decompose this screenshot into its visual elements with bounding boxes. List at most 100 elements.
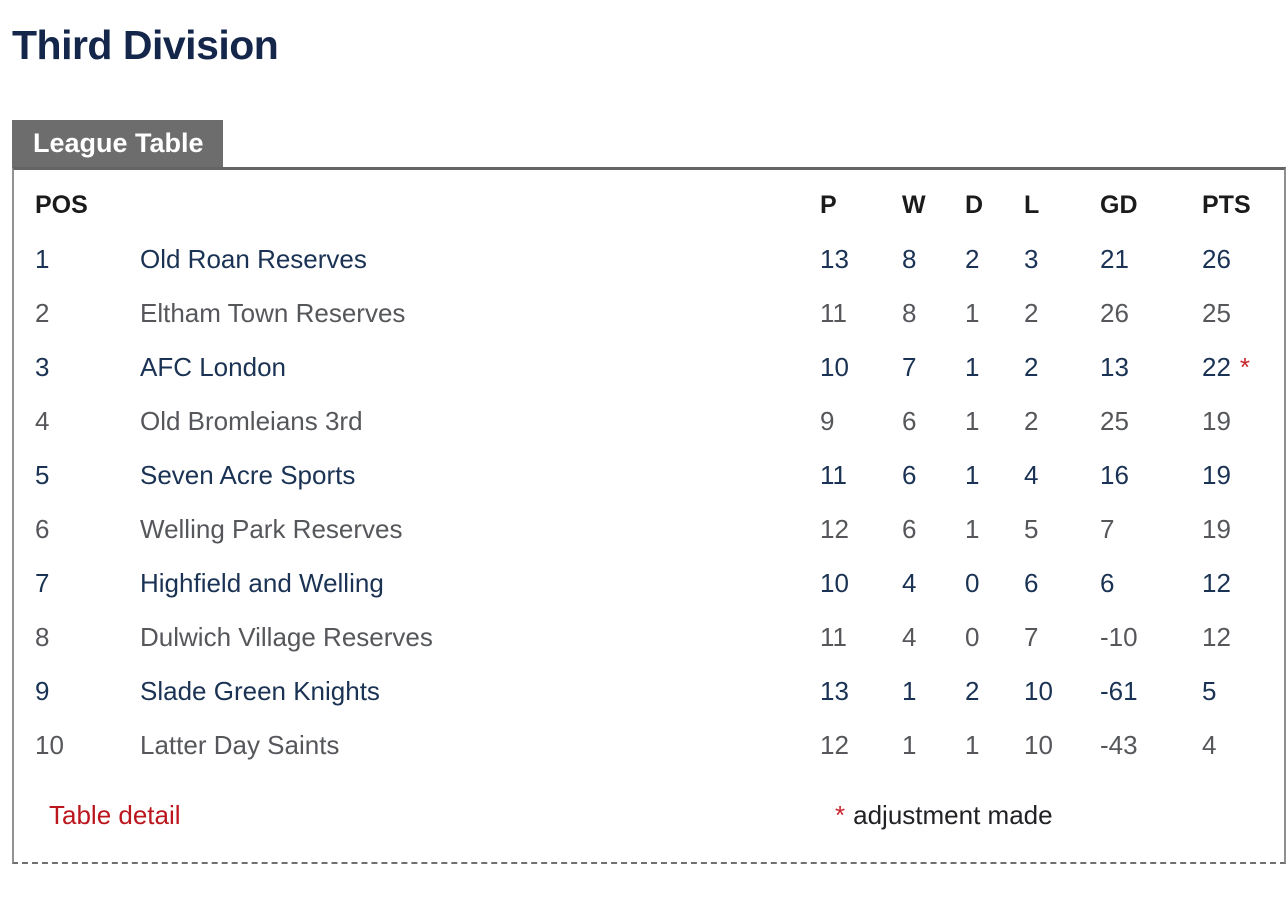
pos-cell: 8 xyxy=(35,621,50,652)
col-header-w: W xyxy=(902,190,926,219)
stat-pts: 12 xyxy=(1202,621,1231,652)
stat-gd: -10 xyxy=(1100,621,1138,652)
team-name: Latter Day Saints xyxy=(140,729,340,760)
stat-won: 1 xyxy=(902,729,917,760)
team-name: Dulwich Village Reserves xyxy=(140,621,433,652)
pos-cell: 5 xyxy=(35,459,50,490)
stat-lost: 3 xyxy=(1024,243,1039,274)
stat-won: 1 xyxy=(902,675,917,706)
stat-played: 11 xyxy=(820,459,847,490)
table-row: 6 Welling Park Reserves 12 6 1 5 7 19 xyxy=(35,502,1283,556)
table-row: 2 Eltham Town Reserves 11 8 1 2 26 25 xyxy=(35,286,1283,340)
stat-gd: -43 xyxy=(1100,729,1138,760)
stat-pts: 12 xyxy=(1202,567,1231,598)
stat-played: 11 xyxy=(820,297,847,328)
stat-played: 12 xyxy=(820,513,849,544)
col-header-d: D xyxy=(965,190,984,219)
table-row: 8 Dulwich Village Reserves 11 4 0 7 -10 … xyxy=(35,610,1283,664)
page: Third Division League Table POS P W D L … xyxy=(12,22,1286,865)
header-row: POS P W D L GD PTS xyxy=(35,178,1283,232)
col-header-pts: PTS xyxy=(1202,190,1251,219)
team-name: Welling Park Reserves xyxy=(140,513,403,544)
page-title: Third Division xyxy=(12,22,279,68)
stat-gd: 16 xyxy=(1100,459,1129,490)
stat-lost: 6 xyxy=(1024,567,1039,598)
stat-lost: 2 xyxy=(1024,351,1039,382)
stat-won: 6 xyxy=(902,405,917,436)
stat-played: 13 xyxy=(820,243,849,274)
stat-pts: 25 xyxy=(1202,297,1231,328)
stat-drawn: 2 xyxy=(965,243,980,274)
team-name: AFC London xyxy=(140,351,286,382)
pos-cell: 7 xyxy=(35,567,50,598)
team-name: Highfield and Welling xyxy=(140,567,384,598)
league-table: POS P W D L GD PTS 1 Old Roan Reserves 1… xyxy=(35,178,1283,772)
stat-gd: 21 xyxy=(1100,243,1129,274)
stat-lost: 10 xyxy=(1024,675,1053,706)
table-row: 1 Old Roan Reserves 13 8 2 3 21 26 xyxy=(35,232,1283,286)
table-row: 7 Highfield and Welling 10 4 0 6 6 12 xyxy=(35,556,1283,610)
stat-drawn: 1 xyxy=(965,729,980,760)
table-row: 9 Slade Green Knights 13 1 2 10 -61 5 xyxy=(35,664,1283,718)
stat-lost: 2 xyxy=(1024,297,1039,328)
stat-gd: 25 xyxy=(1100,405,1129,436)
table-row: 3 AFC London 10 7 1 2 13 22 * xyxy=(35,340,1283,394)
stat-won: 7 xyxy=(902,351,917,382)
col-header-team xyxy=(140,178,820,232)
table-row: 10 Latter Day Saints 12 1 1 10 -43 4 xyxy=(35,718,1283,772)
pos-cell: 9 xyxy=(35,675,50,706)
stat-lost: 2 xyxy=(1024,405,1039,436)
stat-pts: 4 xyxy=(1202,729,1217,760)
stat-played: 12 xyxy=(820,729,849,760)
stat-pts: 19 xyxy=(1202,513,1231,544)
pos-cell: 4 xyxy=(35,405,50,436)
stat-won: 6 xyxy=(902,513,917,544)
table-row: 4 Old Bromleians 3rd 9 6 1 2 25 19 xyxy=(35,394,1283,448)
stat-won: 4 xyxy=(902,567,917,598)
stat-won: 8 xyxy=(902,297,917,328)
team-name: Eltham Town Reserves xyxy=(140,297,406,328)
panel-footer: Table detail * adjustment made xyxy=(35,800,1284,834)
pos-cell: 6 xyxy=(35,513,50,544)
stat-won: 6 xyxy=(902,459,917,490)
stat-drawn: 2 xyxy=(965,675,980,706)
adjustment-footnote: * adjustment made xyxy=(835,800,1053,831)
pos-cell: 1 xyxy=(35,243,50,274)
stat-pts: 26 xyxy=(1202,243,1231,274)
stat-played: 11 xyxy=(820,621,847,652)
col-header-pos: POS xyxy=(35,190,88,219)
stat-drawn: 1 xyxy=(965,405,980,436)
tab-label: League Table xyxy=(33,128,204,159)
stat-gd: 7 xyxy=(1100,513,1115,544)
stat-played: 13 xyxy=(820,675,849,706)
table-detail-link[interactable]: Table detail xyxy=(49,800,181,831)
team-name: Slade Green Knights xyxy=(140,675,380,706)
stat-pts: 19 xyxy=(1202,405,1231,436)
tab-league-table[interactable]: League Table xyxy=(12,120,223,168)
asterisk-icon: * xyxy=(835,800,846,831)
pos-cell: 3 xyxy=(35,351,50,382)
footnote-text: adjustment made xyxy=(853,800,1053,831)
stat-drawn: 0 xyxy=(965,567,980,598)
league-table-panel: POS P W D L GD PTS 1 Old Roan Reserves 1… xyxy=(12,167,1286,865)
stat-pts: 5 xyxy=(1202,675,1217,706)
col-header-p: P xyxy=(820,190,837,219)
stat-drawn: 0 xyxy=(965,621,980,652)
stat-lost: 5 xyxy=(1024,513,1039,544)
stat-drawn: 1 xyxy=(965,513,980,544)
pos-cell: 2 xyxy=(35,297,50,328)
team-name: Seven Acre Sports xyxy=(140,459,356,490)
col-header-gd: GD xyxy=(1100,190,1138,219)
stat-played: 10 xyxy=(820,351,849,382)
adjustment-asterisk-icon: * xyxy=(1239,351,1251,382)
stat-won: 4 xyxy=(902,621,917,652)
table-row: 5 Seven Acre Sports 11 6 1 4 16 19 xyxy=(35,448,1283,502)
stat-played: 10 xyxy=(820,567,849,598)
stat-gd: 26 xyxy=(1100,297,1129,328)
stat-drawn: 1 xyxy=(965,459,980,490)
stat-played: 9 xyxy=(820,405,835,436)
stat-lost: 4 xyxy=(1024,459,1039,490)
stat-won: 8 xyxy=(902,243,917,274)
stat-drawn: 1 xyxy=(965,297,980,328)
pos-cell: 10 xyxy=(35,729,64,760)
